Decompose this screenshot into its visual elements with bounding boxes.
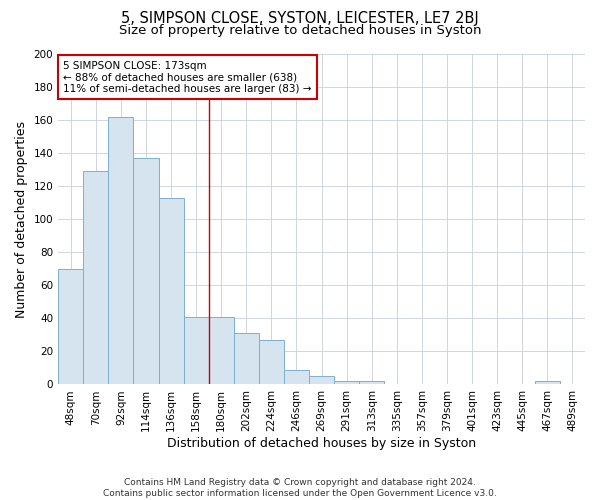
Bar xyxy=(58,269,83,384)
Text: 5, SIMPSON CLOSE, SYSTON, LEICESTER, LE7 2BJ: 5, SIMPSON CLOSE, SYSTON, LEICESTER, LE7… xyxy=(121,11,479,26)
Bar xyxy=(158,198,184,384)
Text: Contains HM Land Registry data © Crown copyright and database right 2024.
Contai: Contains HM Land Registry data © Crown c… xyxy=(103,478,497,498)
Bar xyxy=(284,370,309,384)
Bar xyxy=(83,172,109,384)
Bar xyxy=(259,340,284,384)
Bar xyxy=(334,381,359,384)
Text: Size of property relative to detached houses in Syston: Size of property relative to detached ho… xyxy=(119,24,481,37)
Bar xyxy=(209,316,234,384)
Bar xyxy=(184,316,209,384)
X-axis label: Distribution of detached houses by size in Syston: Distribution of detached houses by size … xyxy=(167,437,476,450)
Bar xyxy=(234,333,259,384)
Bar xyxy=(309,376,334,384)
Bar xyxy=(359,381,385,384)
Bar xyxy=(535,381,560,384)
Bar xyxy=(109,117,133,384)
Bar xyxy=(133,158,158,384)
Y-axis label: Number of detached properties: Number of detached properties xyxy=(15,120,28,318)
Text: 5 SIMPSON CLOSE: 173sqm
← 88% of detached houses are smaller (638)
11% of semi-d: 5 SIMPSON CLOSE: 173sqm ← 88% of detache… xyxy=(64,60,312,94)
